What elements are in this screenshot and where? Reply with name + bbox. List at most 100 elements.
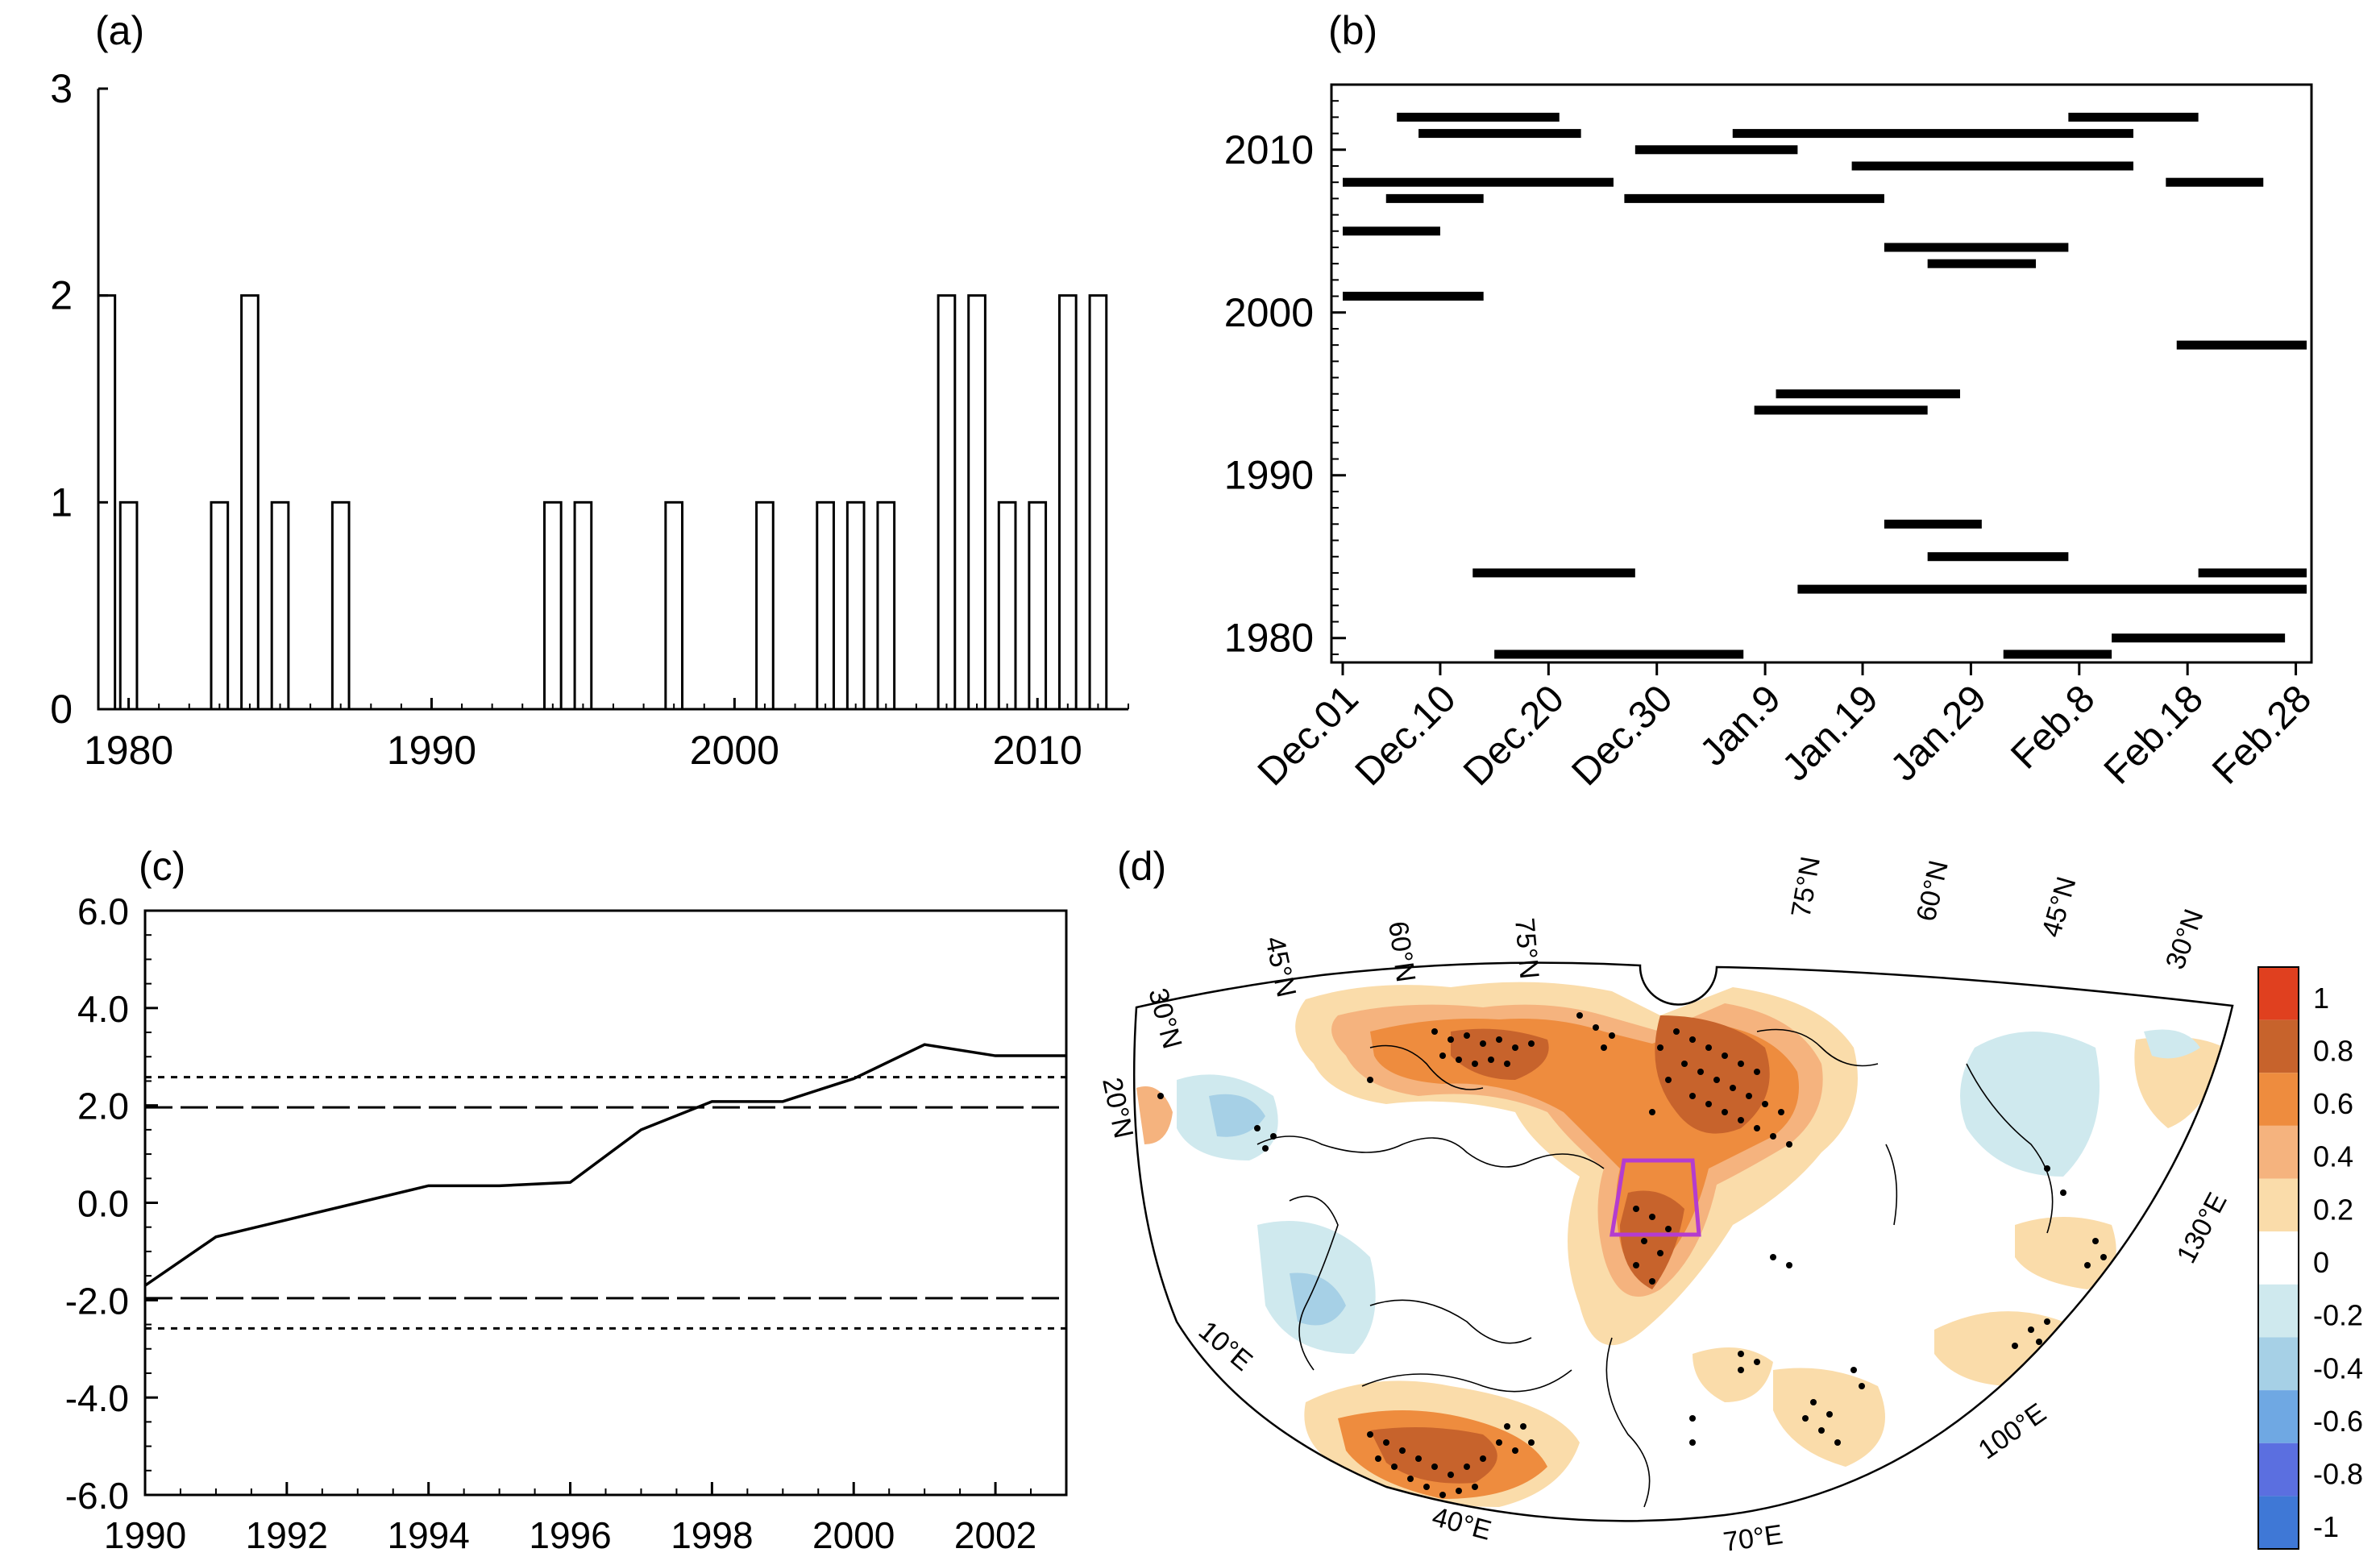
xtick-label-c: 1996 <box>529 1514 611 1556</box>
lat-label-75n-left: 75°N <box>1509 916 1544 980</box>
xtick-label-b: Dec.10 <box>1348 677 1464 794</box>
xtick-label-b: Dec.20 <box>1456 677 1572 794</box>
bar-1998 <box>664 500 684 711</box>
colorbar-swatch-5 <box>2258 1231 2299 1285</box>
plot-frame-b <box>1330 83 2313 664</box>
lon-label-70e: 70°E <box>1722 1519 1785 1558</box>
colorbar-label-0: 1 <box>2313 982 2329 1015</box>
panel-label-c: (c) <box>139 844 185 889</box>
xtick-label-c: 1998 <box>671 1514 753 1556</box>
xtick-label-c: 2002 <box>954 1514 1036 1556</box>
lat-label-30n-right: 30°N <box>2160 905 2210 973</box>
segment-1984-20 <box>2198 568 2307 578</box>
xtick-label-b: Feb.8 <box>2003 677 2103 777</box>
ytick-label-a: 0 <box>50 687 73 732</box>
panel-label-b: (b) <box>1328 8 1377 53</box>
colorbar-label-3: 0.4 <box>2313 1140 2353 1173</box>
segment-2007-8 <box>1385 193 1484 203</box>
colorbar-label-1: 0.8 <box>2313 1034 2353 1067</box>
segment-2008-6 <box>1343 177 1614 187</box>
colorbar-label-6: -0.2 <box>2313 1299 2363 1332</box>
panel-label-a: (a) <box>95 8 144 53</box>
colorbar: 1 0.8 0.6 0.4 0.2 0 -0.2 -0.4 -0.6 -0.8 -1 <box>2257 966 2363 1550</box>
xtick-label-b: Jan.19 <box>1774 677 1886 789</box>
segment-1998-14 <box>2176 340 2307 350</box>
xtick-label-b: Feb.28 <box>2204 677 2320 792</box>
colorbar-frame <box>2257 966 2299 1550</box>
colorbar-swatch-9 <box>2258 1443 2299 1497</box>
panel-b-range-chart: 1980 1990 2000 2010 Dec.01Dec.10Dec.20Dec.30… <box>1224 83 2320 794</box>
ytick-label-c: 2.0 <box>77 1086 129 1127</box>
segment-1984-19 <box>1472 568 1635 578</box>
bar-1983 <box>210 500 230 711</box>
colorbar-swatch-3 <box>2258 1125 2299 1179</box>
plot-frame-c <box>143 909 1068 1497</box>
segment-2011-3 <box>1732 129 2133 139</box>
colorbar-label-7: -0.4 <box>2313 1351 2363 1385</box>
panel-c-line-chart: -6.0 -4.0 -2.0 0.0 2.0 4.0 6.0 1990 1992 1994 1996… <box>65 891 1068 1556</box>
colorbar-label-9: -0.8 <box>2313 1458 2363 1491</box>
lat-label-60n-right: 60°N <box>1911 857 1954 924</box>
ytick-label-b: 1980 <box>1224 616 1314 661</box>
ytick-label-b: 1990 <box>1224 453 1314 498</box>
segment-1995-15 <box>1776 389 1960 399</box>
segment-1983-21 <box>1797 584 2307 594</box>
segment-2004-11 <box>1884 243 2069 252</box>
colorbar-swatch-0 <box>2258 967 2299 1020</box>
xtick-label-a: 2010 <box>993 728 1082 773</box>
bar-2005 <box>876 500 896 711</box>
bar-1994 <box>542 500 563 711</box>
ytick-label-b: 2010 <box>1224 127 1314 172</box>
bar-2001 <box>755 500 775 711</box>
xtick-label-c: 1994 <box>388 1514 470 1556</box>
colorbar-label-8: -0.6 <box>2313 1405 2363 1438</box>
lon-label-100e: 100°E <box>1973 1397 2052 1465</box>
xtick-label-a: 1980 <box>84 728 173 773</box>
colorbar-label-5: 0 <box>2313 1246 2329 1279</box>
bar-2008 <box>967 294 986 711</box>
segment-2012-1 <box>2068 112 2199 122</box>
ytick-label-b: 2000 <box>1224 290 1314 335</box>
segment-1987-17 <box>1884 519 1982 529</box>
segment-2010-4 <box>1634 145 1798 155</box>
segment-1985-18 <box>1927 552 2069 562</box>
colorbar-swatch-4 <box>2258 1178 2299 1232</box>
segment-2005-10 <box>1343 226 1440 236</box>
ytick-label-c: 0.0 <box>77 1183 129 1225</box>
lat-label-45n-right: 45°N <box>2036 874 2082 941</box>
lat-label-20n: 20°N <box>1096 1075 1139 1141</box>
xtick-label-b: Dec.01 <box>1250 677 1367 794</box>
lon-label-130e: 130°E <box>2171 1188 2233 1268</box>
xtick-label-b: Jan.29 <box>1883 677 1995 789</box>
bar-1987 <box>330 500 351 711</box>
xtick-label-c: 2000 <box>812 1514 895 1556</box>
bar-2012 <box>1088 294 1108 711</box>
segment-1979-23 <box>1494 650 1744 659</box>
ytick-label-a: 1 <box>50 480 73 525</box>
bar-1984 <box>240 294 260 711</box>
segment-2011-2 <box>1418 129 1581 139</box>
ytick-label-c: 6.0 <box>77 891 129 932</box>
ytick-label-c: -6.0 <box>65 1475 129 1517</box>
segment-2007-9 <box>1624 193 1884 203</box>
xtick-label-c: 1990 <box>104 1514 186 1556</box>
bar-2010 <box>1028 500 1048 711</box>
segment-2003-12 <box>1927 259 2037 268</box>
segment-2012-0 <box>1397 112 1560 122</box>
bar-1980 <box>118 500 139 711</box>
colorbar-swatch-10 <box>2258 1496 2299 1549</box>
segment-2009-5 <box>1851 161 2133 171</box>
segment-1994-16 <box>1754 405 1928 415</box>
bar-2009 <box>997 500 1017 711</box>
panel-label-d: (d) <box>1117 844 1166 889</box>
ytick-label-a: 3 <box>50 66 73 111</box>
ytick-label-c: 4.0 <box>77 988 129 1030</box>
segment-2001-13 <box>1343 292 1484 301</box>
xtick-label-a: 1990 <box>387 728 476 773</box>
bar-1995 <box>573 500 593 711</box>
colorbar-swatch-7 <box>2258 1337 2299 1391</box>
bar-2011 <box>1057 294 1078 711</box>
colorbar-swatch-8 <box>2258 1390 2299 1443</box>
colorbar-label-4: 0.2 <box>2313 1193 2353 1226</box>
